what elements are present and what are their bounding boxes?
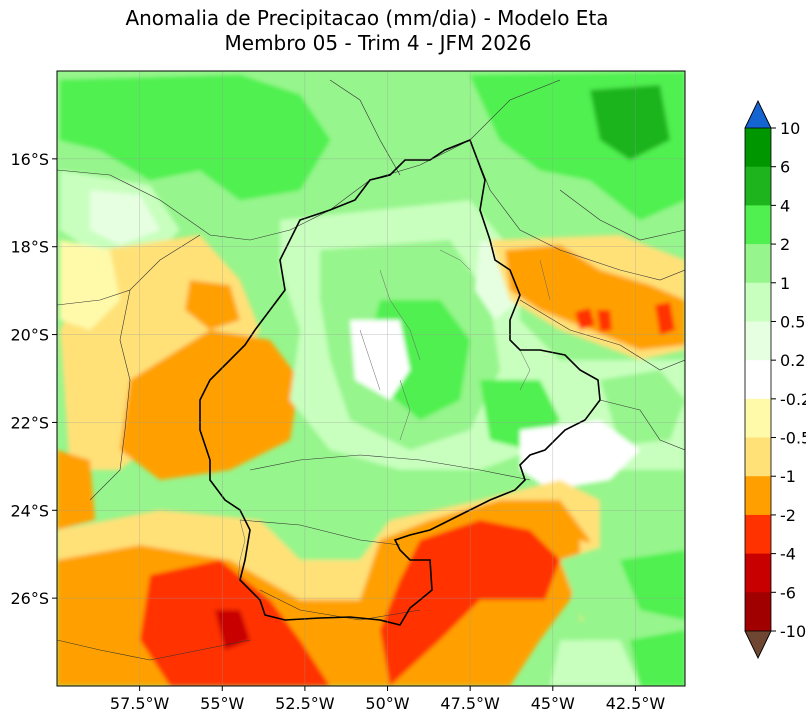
x-axis: 57.5°W 55°W 52.5°W 50°W 47.5°W 45°W 42.5°W (110, 686, 665, 713)
colorbar-bin-11 (745, 553, 771, 593)
patch-south-darkred (215, 610, 250, 650)
colorbar-level-label: 2 (780, 235, 790, 254)
patch-east-green (600, 370, 685, 445)
map-frame (56, 70, 686, 687)
chart-title-line-1: Anomalia de Precipitacao (mm/dia) - Mode… (125, 6, 608, 30)
patch-west-white (60, 240, 120, 330)
colorbar-level-label: 0.50 (780, 312, 806, 331)
colorbar-level-label: 0.25 (780, 351, 806, 370)
patch-north-white (90, 190, 160, 245)
colorbar-bin-8 (745, 437, 771, 477)
patch-ocean-white (550, 640, 640, 686)
chart-title-line-2: Membro 05 - Trim 4 - JFM 2026 (225, 31, 532, 55)
patch-ocean-bright (620, 550, 685, 620)
patch-central-white (350, 320, 410, 400)
patch-ocean-bright-2 (630, 630, 685, 686)
patch-east-red-2 (597, 310, 612, 332)
rivers (237, 249, 551, 581)
x-tick-label: 50°W (365, 694, 409, 713)
colorbar-bin-7 (745, 398, 771, 439)
colorbar-bin-12 (745, 592, 771, 632)
patch-east-red-3 (655, 302, 675, 335)
patch-coast-white (520, 420, 640, 490)
colorbar-level-label: -1 (780, 467, 796, 486)
y-tick-label: 26°S (10, 589, 49, 608)
colorbar-bin-3 (745, 244, 771, 284)
colorbar-bin-1 (745, 166, 771, 206)
colorbar-over-arrow (744, 100, 772, 129)
colorbar-level-label: 1 (780, 274, 790, 293)
colorbar-bin-4 (745, 282, 771, 322)
patch-north-green (60, 75, 330, 200)
colorbar-bin-2 (745, 205, 771, 245)
x-tick-label: 42.5°W (606, 694, 666, 713)
anomaly-patches (57, 72, 685, 686)
colorbar-level-label: -0.50 (780, 429, 806, 448)
x-tick-label: 55°W (200, 694, 244, 713)
y-tick-label: 24°S (10, 501, 49, 520)
gridlines (57, 71, 685, 686)
y-tick-label: 16°S (10, 150, 49, 169)
colorbar-level-label: 10 (780, 119, 800, 138)
x-tick-label: 52.5°W (275, 694, 335, 713)
basin-outline (199, 138, 601, 626)
y-tick-label: 18°S (10, 238, 49, 257)
patch-west-orange (120, 330, 300, 480)
x-tick-label: 45°W (531, 694, 575, 713)
patch-northeast-dark (590, 85, 670, 160)
colorbar-bin-6 (745, 360, 771, 400)
colorbar-level-label: 6 (780, 158, 790, 177)
patch-east-red-1 (575, 308, 595, 330)
x-tick-label: 57.5°W (110, 694, 170, 713)
y-tick-label: 20°S (10, 326, 49, 345)
colorbar-under-arrow (744, 630, 772, 659)
colorbar-level-label: -2 (780, 506, 796, 525)
patch-west-orange-2 (185, 280, 240, 330)
y-axis: 16°S 18°S 20°S 22°S 24°S 26°S (10, 150, 57, 608)
patch-west-orange-3 (57, 450, 95, 530)
colorbar-level-label: -6 (780, 583, 796, 602)
colorbar-level-label: -10 (780, 622, 806, 641)
patch-east-orange (505, 245, 685, 350)
precipitation-field (57, 71, 685, 686)
colorbar: 10 6 4 2 1 0.50 0.25 -0.25 -0.50 -1 -2 -4 -6 -10 (744, 100, 806, 659)
colorbar-level-label: 4 (780, 196, 790, 215)
x-tick-label: 47.5°W (440, 694, 500, 713)
colorbar-bin-0 (745, 128, 771, 168)
colorbar-level-label: -4 (780, 545, 796, 564)
colorbar-bin-9 (745, 476, 771, 516)
state-borders (57, 79, 685, 661)
colorbar-bin-10 (745, 514, 771, 555)
colorbar-bin-5 (745, 321, 771, 361)
y-tick-label: 22°S (10, 413, 49, 432)
colorbar-level-label: -0.25 (780, 390, 806, 409)
